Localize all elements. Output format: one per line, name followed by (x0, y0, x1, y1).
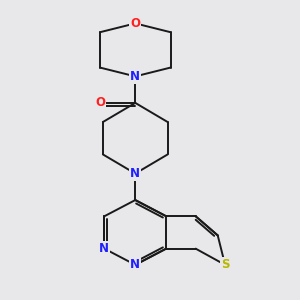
Text: N: N (130, 167, 140, 180)
Text: O: O (95, 96, 105, 110)
Text: N: N (130, 70, 140, 83)
Text: O: O (130, 17, 140, 30)
Text: N: N (130, 258, 140, 271)
Text: N: N (99, 242, 110, 255)
Text: S: S (221, 258, 229, 271)
